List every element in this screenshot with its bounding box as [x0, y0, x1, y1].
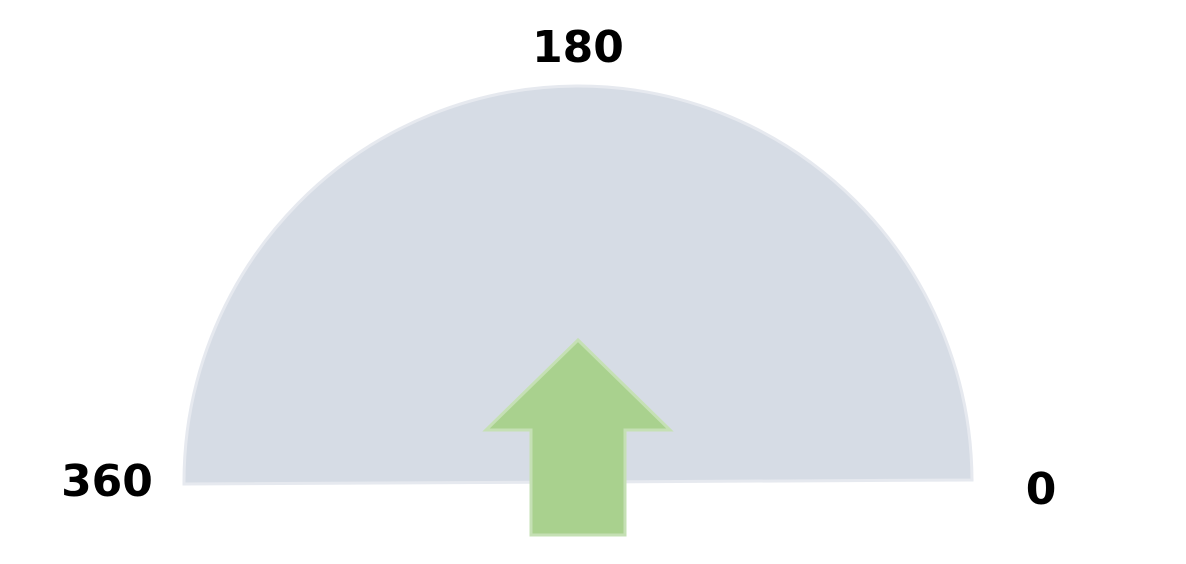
up-arrow-icon: [482, 337, 674, 537]
right-scale-label: 0: [1026, 464, 1057, 515]
left-scale-label: 360: [61, 456, 153, 507]
gauge-dial: [182, 84, 974, 486]
top-scale-label: 180: [532, 22, 624, 73]
